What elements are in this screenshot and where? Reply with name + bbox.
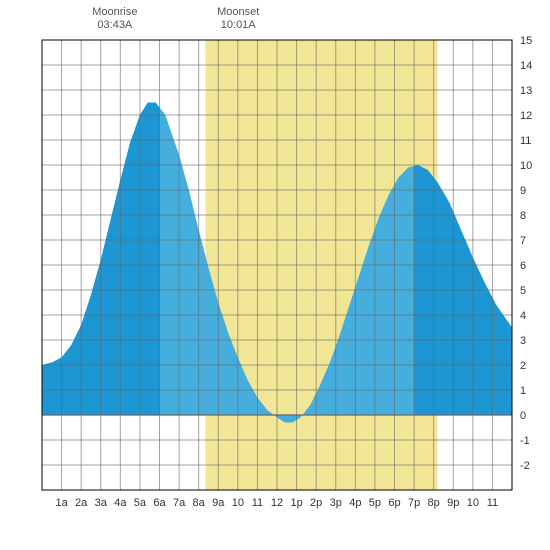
annotation-value: 10:01A [217,19,259,32]
x-tick-label: 3a [95,497,108,509]
tide-chart: 1a2a3a4a5a6a7a8a9a1011121p2p3p4p5p6p7p8p… [0,0,550,550]
x-tick-label: 12 [271,497,283,509]
x-tick-label: 5p [369,497,381,509]
y-tick-label: 2 [520,360,526,372]
x-tick-label: 4a [114,497,127,509]
y-tick-label: 14 [520,60,532,72]
annotation-label: Moonrise [92,6,137,19]
x-tick-label: 8a [193,497,206,509]
x-tick-label: 1p [290,497,302,509]
x-tick-label: 6p [388,497,400,509]
annotation-label: Moonset [217,6,259,19]
moonset-annotation: Moonset10:01A [217,6,259,32]
annotation-value: 03:43A [92,19,137,32]
y-tick-label: 7 [520,235,526,247]
y-tick-label: 15 [520,35,532,47]
y-tick-label: -2 [520,460,530,472]
x-tick-label: 10 [232,497,244,509]
moonrise-annotation: Moonrise03:43A [92,6,137,32]
y-tick-label: 3 [520,335,526,347]
y-tick-label: 13 [520,85,532,97]
y-tick-label: 1 [520,385,526,397]
x-tick-label: 4p [349,497,361,509]
x-tick-label: 3p [330,497,342,509]
y-tick-label: 10 [520,160,532,172]
x-tick-label: 2a [75,497,88,509]
x-tick-label: 11 [252,497,263,509]
y-tick-label: 8 [520,210,526,222]
y-tick-label: 9 [520,185,526,197]
x-tick-label: 8p [428,497,440,509]
y-tick-label: 12 [520,110,532,122]
x-tick-label: 10 [467,497,479,509]
x-tick-label: 1a [55,497,68,509]
x-tick-label: 9p [447,497,459,509]
x-tick-label: 5a [134,497,147,509]
x-tick-label: 2p [310,497,322,509]
y-tick-label: 0 [520,410,526,422]
y-tick-label: 4 [520,310,526,322]
y-tick-label: -1 [520,435,530,447]
y-tick-label: 5 [520,285,526,297]
y-tick-label: 6 [520,260,526,272]
y-tick-label: 11 [520,135,531,147]
x-tick-label: 11 [487,497,498,509]
chart-svg: 1a2a3a4a5a6a7a8a9a1011121p2p3p4p5p6p7p8p… [0,0,550,550]
x-tick-label: 6a [153,497,166,509]
x-tick-label: 7p [408,497,420,509]
x-tick-label: 9a [212,497,225,509]
x-tick-label: 7a [173,497,186,509]
